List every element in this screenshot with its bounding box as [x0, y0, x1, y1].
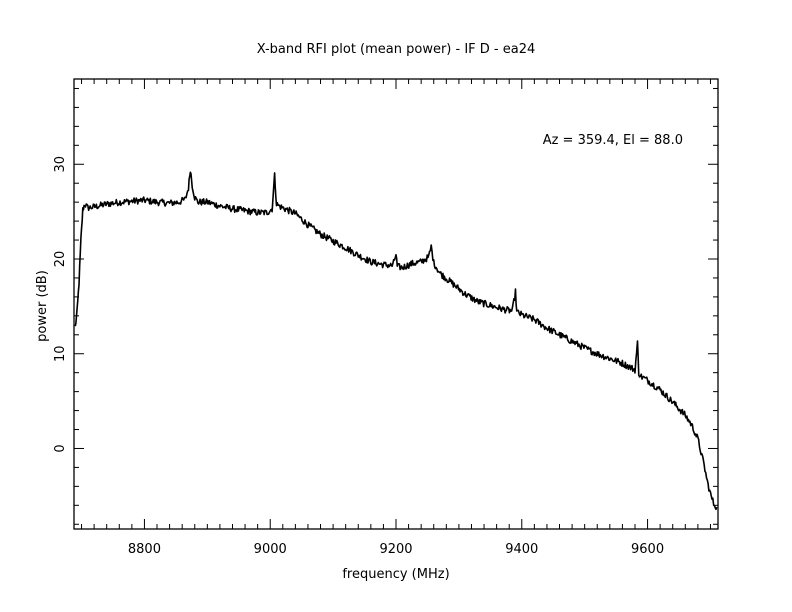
- y-tick-label: 0: [53, 444, 68, 452]
- az-el-annotation: Az = 359.4, El = 88.0: [543, 133, 683, 148]
- y-axis-tick-labels: 0 10 20 30: [53, 156, 68, 453]
- x-axis-label: frequency (MHz): [342, 567, 449, 582]
- series-line: [74, 171, 718, 511]
- chart-title: X-band RFI plot (mean power) - IF D - ea…: [257, 42, 536, 57]
- y-tick-label: 10: [53, 345, 68, 362]
- y-tick-label: 20: [53, 251, 68, 268]
- x-axis-ticks: [81, 79, 711, 529]
- y-axis-label: power (dB): [35, 270, 50, 342]
- x-tick-label: 9000: [254, 542, 287, 557]
- x-tick-label: 8800: [128, 542, 161, 557]
- x-tick-label: 9200: [379, 542, 412, 557]
- y-tick-label: 30: [53, 156, 68, 173]
- x-tick-label: 9600: [631, 542, 664, 557]
- x-tick-label: 9400: [505, 542, 538, 557]
- x-axis-tick-labels: 8800 9000 9200 9400 9600: [128, 542, 664, 557]
- y-axis-ticks: [74, 87, 718, 525]
